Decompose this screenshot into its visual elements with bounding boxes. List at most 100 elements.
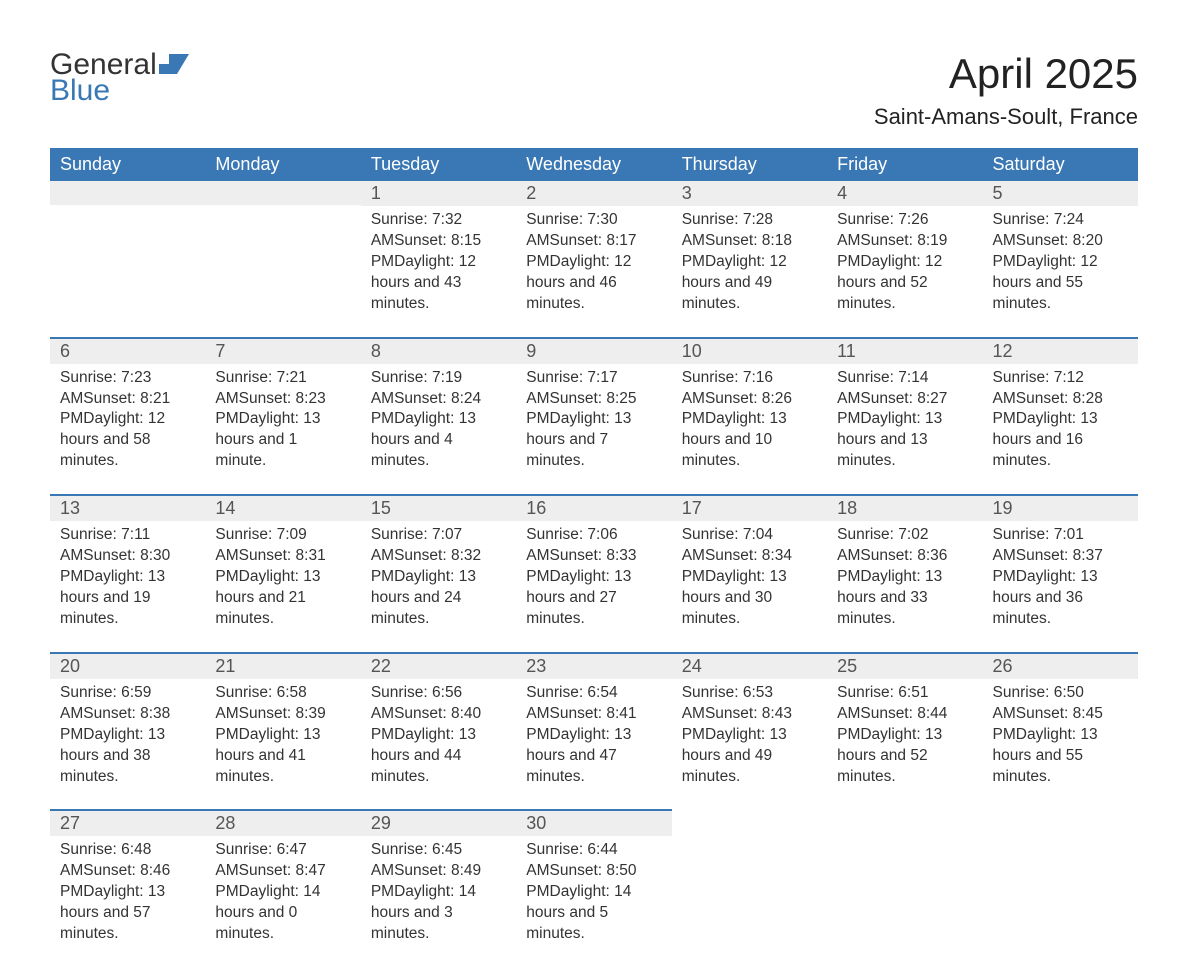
day-number: 28	[205, 811, 360, 836]
empty-day-bar	[50, 181, 205, 205]
calendar-table: SundayMondayTuesdayWednesdayThursdayFrid…	[50, 148, 1138, 967]
day-number: 1	[361, 181, 516, 206]
day-details: Sunrise: 6:58 AMSunset: 8:39 PMDaylight:…	[215, 683, 350, 788]
day-number: 5	[983, 181, 1138, 206]
day-number: 13	[50, 496, 205, 521]
day-number: 30	[516, 811, 671, 836]
calendar-body: 1 Sunrise: 7:32 AMSunset: 8:15 PMDaylight…	[50, 181, 1138, 967]
calendar-day-cell: 27 Sunrise: 6:48 AMSunset: 8:46 PMDayligh…	[50, 810, 205, 967]
calendar-day-cell: 2 Sunrise: 7:30 AMSunset: 8:17 PMDaylight…	[516, 181, 671, 338]
day-details: Sunrise: 7:23 AMSunset: 8:21 PMDaylight:…	[60, 368, 195, 473]
calendar-day-cell: 4 Sunrise: 7:26 AMSunset: 8:19 PMDaylight…	[827, 181, 982, 338]
calendar-week-row: 6 Sunrise: 7:23 AMSunset: 8:21 PMDaylight…	[50, 338, 1138, 496]
day-details: Sunrise: 6:54 AMSunset: 8:41 PMDaylight:…	[526, 683, 661, 788]
location-subtitle: Saint-Amans-Soult, France	[874, 104, 1138, 130]
day-number: 29	[361, 811, 516, 836]
day-details: Sunrise: 7:21 AMSunset: 8:23 PMDaylight:…	[215, 368, 350, 473]
day-details: Sunrise: 7:06 AMSunset: 8:33 PMDaylight:…	[526, 525, 661, 630]
page-header: General Blue April 2025 Saint-Amans-Soul…	[50, 50, 1138, 130]
day-number: 3	[672, 181, 827, 206]
day-details: Sunrise: 7:32 AMSunset: 8:15 PMDaylight:…	[371, 210, 506, 315]
month-title: April 2025	[874, 50, 1138, 98]
day-number: 27	[50, 811, 205, 836]
day-details: Sunrise: 6:53 AMSunset: 8:43 PMDaylight:…	[682, 683, 817, 788]
calendar-day-cell: 16 Sunrise: 7:06 AMSunset: 8:33 PMDayligh…	[516, 495, 671, 653]
weekday-header: Wednesday	[516, 148, 671, 181]
day-details: Sunrise: 7:24 AMSunset: 8:20 PMDaylight:…	[993, 210, 1128, 315]
calendar-week-row: 20 Sunrise: 6:59 AMSunset: 8:38 PMDayligh…	[50, 653, 1138, 811]
day-number: 20	[50, 654, 205, 679]
day-number: 22	[361, 654, 516, 679]
day-details: Sunrise: 7:11 AMSunset: 8:30 PMDaylight:…	[60, 525, 195, 630]
day-number: 14	[205, 496, 360, 521]
calendar-day-cell: 10 Sunrise: 7:16 AMSunset: 8:26 PMDayligh…	[672, 338, 827, 496]
day-details: Sunrise: 6:47 AMSunset: 8:47 PMDaylight:…	[215, 840, 350, 945]
day-details: Sunrise: 7:07 AMSunset: 8:32 PMDaylight:…	[371, 525, 506, 630]
day-number: 15	[361, 496, 516, 521]
day-details: Sunrise: 6:59 AMSunset: 8:38 PMDaylight:…	[60, 683, 195, 788]
weekday-header: Tuesday	[361, 148, 516, 181]
weekday-header: Thursday	[672, 148, 827, 181]
calendar-day-cell: 28 Sunrise: 6:47 AMSunset: 8:47 PMDayligh…	[205, 810, 360, 967]
day-details: Sunrise: 6:56 AMSunset: 8:40 PMDaylight:…	[371, 683, 506, 788]
calendar-empty-cell	[205, 181, 360, 338]
day-details: Sunrise: 7:09 AMSunset: 8:31 PMDaylight:…	[215, 525, 350, 630]
calendar-empty-cell	[827, 810, 982, 967]
logo-blue-text: Blue	[50, 76, 193, 106]
day-details: Sunrise: 7:17 AMSunset: 8:25 PMDaylight:…	[526, 368, 661, 473]
calendar-day-cell: 12Sunrise: 7:12 AMSunset: 8:28 PMDayligh…	[983, 338, 1138, 496]
calendar-day-cell: 24 Sunrise: 6:53 AMSunset: 8:43 PMDayligh…	[672, 653, 827, 811]
day-number: 8	[361, 339, 516, 364]
calendar-day-cell: 21 Sunrise: 6:58 AMSunset: 8:39 PMDayligh…	[205, 653, 360, 811]
day-number: 16	[516, 496, 671, 521]
calendar-day-cell: 14 Sunrise: 7:09 AMSunset: 8:31 PMDayligh…	[205, 495, 360, 653]
day-number: 23	[516, 654, 671, 679]
calendar-week-row: 13 Sunrise: 7:11 AMSunset: 8:30 PMDayligh…	[50, 495, 1138, 653]
weekday-header: Sunday	[50, 148, 205, 181]
calendar-week-row: 1 Sunrise: 7:32 AMSunset: 8:15 PMDaylight…	[50, 181, 1138, 338]
day-details: Sunrise: 7:02 AMSunset: 8:36 PMDaylight:…	[837, 525, 972, 630]
calendar-day-cell: 5 Sunrise: 7:24 AMSunset: 8:20 PMDaylight…	[983, 181, 1138, 338]
calendar-day-cell: 25Sunrise: 6:51 AMSunset: 8:44 PMDayligh…	[827, 653, 982, 811]
calendar-day-cell: 1 Sunrise: 7:32 AMSunset: 8:15 PMDaylight…	[361, 181, 516, 338]
day-number: 6	[50, 339, 205, 364]
weekday-header: Saturday	[983, 148, 1138, 181]
day-number: 26	[983, 654, 1138, 679]
day-number: 2	[516, 181, 671, 206]
calendar-day-cell: 22 Sunrise: 6:56 AMSunset: 8:40 PMDayligh…	[361, 653, 516, 811]
day-number: 12	[983, 339, 1138, 364]
calendar-empty-cell	[50, 181, 205, 338]
day-number: 4	[827, 181, 982, 206]
day-details: Sunrise: 7:16 AMSunset: 8:26 PMDaylight:…	[682, 368, 817, 473]
calendar-empty-cell	[672, 810, 827, 967]
calendar-day-cell: 3Sunrise: 7:28 AMSunset: 8:18 PMDaylight…	[672, 181, 827, 338]
day-number: 10	[672, 339, 827, 364]
day-details: Sunrise: 7:19 AMSunset: 8:24 PMDaylight:…	[371, 368, 506, 473]
day-number: 18	[827, 496, 982, 521]
day-number: 11	[827, 339, 982, 364]
calendar-empty-cell	[983, 810, 1138, 967]
title-block: April 2025 Saint-Amans-Soult, France	[874, 50, 1138, 130]
weekday-header: Monday	[205, 148, 360, 181]
day-details: Sunrise: 6:50 AMSunset: 8:45 PMDaylight:…	[993, 683, 1128, 788]
day-details: Sunrise: 7:01 AMSunset: 8:37 PMDaylight:…	[993, 525, 1128, 630]
calendar-week-row: 27 Sunrise: 6:48 AMSunset: 8:46 PMDayligh…	[50, 810, 1138, 967]
day-details: Sunrise: 7:04 AMSunset: 8:34 PMDaylight:…	[682, 525, 817, 630]
calendar-day-cell: 11Sunrise: 7:14 AMSunset: 8:27 PMDayligh…	[827, 338, 982, 496]
calendar-day-cell: 6 Sunrise: 7:23 AMSunset: 8:21 PMDaylight…	[50, 338, 205, 496]
calendar-day-cell: 15 Sunrise: 7:07 AMSunset: 8:32 PMDayligh…	[361, 495, 516, 653]
day-number: 25	[827, 654, 982, 679]
day-details: Sunrise: 7:26 AMSunset: 8:19 PMDaylight:…	[837, 210, 972, 315]
day-details: Sunrise: 6:44 AMSunset: 8:50 PMDaylight:…	[526, 840, 661, 945]
day-details: Sunrise: 7:30 AMSunset: 8:17 PMDaylight:…	[526, 210, 661, 315]
day-details: Sunrise: 6:48 AMSunset: 8:46 PMDaylight:…	[60, 840, 195, 945]
day-number: 21	[205, 654, 360, 679]
calendar-day-cell: 23 Sunrise: 6:54 AMSunset: 8:41 PMDayligh…	[516, 653, 671, 811]
day-number: 19	[983, 496, 1138, 521]
day-number: 7	[205, 339, 360, 364]
calendar-day-cell: 20 Sunrise: 6:59 AMSunset: 8:38 PMDayligh…	[50, 653, 205, 811]
day-number: 24	[672, 654, 827, 679]
calendar-day-cell: 8 Sunrise: 7:19 AMSunset: 8:24 PMDaylight…	[361, 338, 516, 496]
weekday-header: Friday	[827, 148, 982, 181]
day-number: 9	[516, 339, 671, 364]
